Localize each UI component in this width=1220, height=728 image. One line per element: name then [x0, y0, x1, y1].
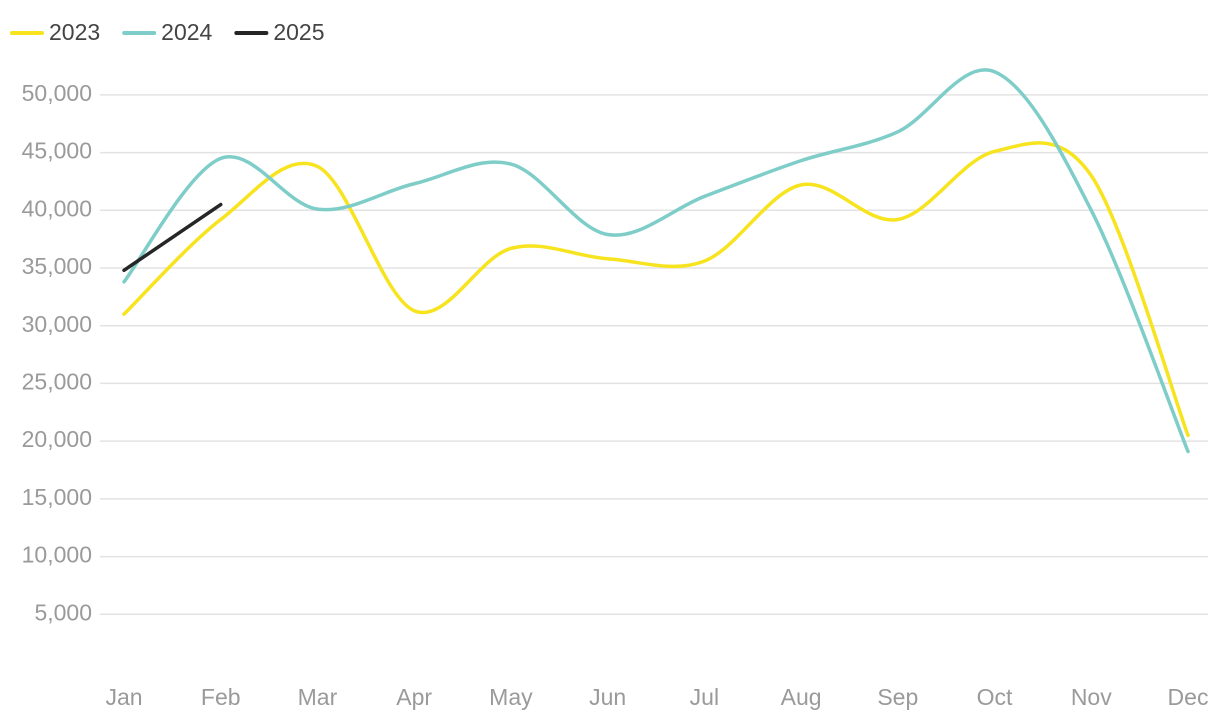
y-tick-label: 5,000: [34, 599, 92, 625]
x-tick-label: Sep: [877, 684, 918, 710]
y-tick-label: 20,000: [22, 426, 92, 452]
y-tick-label: 10,000: [22, 542, 92, 568]
x-tick-label: Jan: [105, 684, 142, 710]
y-tick-label: 50,000: [22, 80, 92, 106]
x-tick-label: Jul: [690, 684, 719, 710]
x-tick-label: Jun: [589, 684, 626, 710]
x-tick-label: Mar: [298, 684, 338, 710]
legend-label: 2025: [273, 19, 324, 45]
line-series: [122, 141, 1190, 438]
x-tick-label: Feb: [201, 684, 241, 710]
line-series: [122, 202, 223, 273]
y-tick-label: 30,000: [22, 311, 92, 337]
legend-label: 2024: [161, 19, 212, 45]
legend-label: 2023: [49, 19, 100, 45]
line-series: [122, 68, 1190, 454]
x-tick-label: Apr: [396, 684, 432, 710]
x-tick-label: Aug: [781, 684, 822, 710]
y-tick-label: 25,000: [22, 369, 92, 395]
y-tick-label: 35,000: [22, 253, 92, 279]
y-tick-label: 40,000: [22, 195, 92, 221]
x-tick-label: Dec: [1168, 684, 1209, 710]
x-tick-label: Nov: [1071, 684, 1112, 710]
y-tick-label: 15,000: [22, 484, 92, 510]
y-tick-label: 45,000: [22, 138, 92, 164]
x-tick-label: Oct: [977, 684, 1013, 710]
x-tick-label: May: [489, 684, 533, 710]
